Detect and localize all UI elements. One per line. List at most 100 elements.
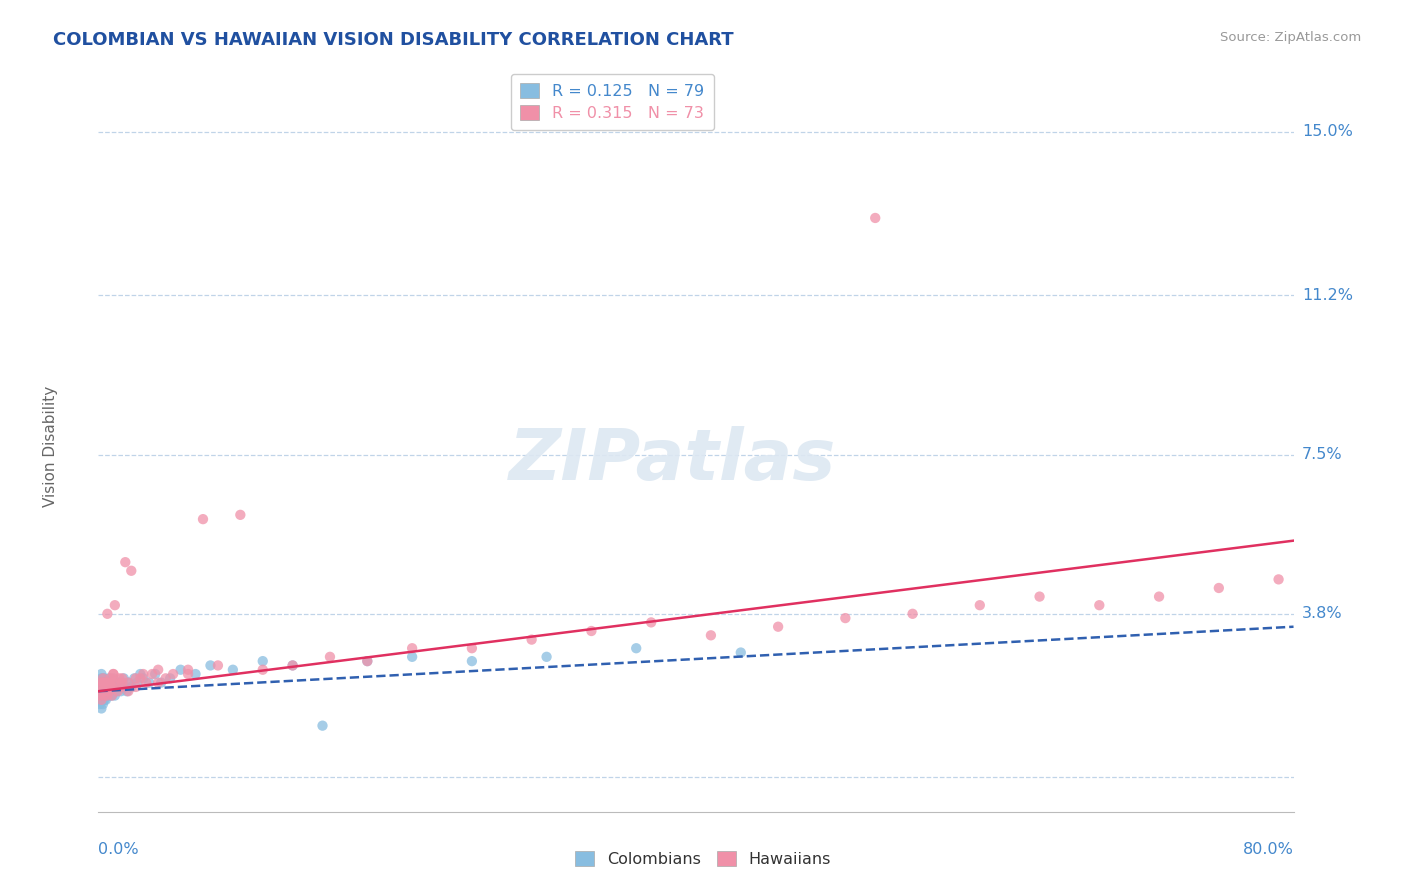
Point xyxy=(461,641,484,656)
Point xyxy=(520,632,543,647)
Point xyxy=(91,684,114,698)
Point xyxy=(129,671,152,685)
Point xyxy=(91,671,114,685)
Point xyxy=(97,675,120,690)
Point xyxy=(110,680,132,694)
Point xyxy=(969,598,991,612)
Point xyxy=(89,680,111,694)
Point xyxy=(98,689,122,703)
Point xyxy=(148,675,170,690)
Point xyxy=(96,680,118,694)
Point xyxy=(169,663,191,677)
Point xyxy=(90,684,112,698)
Point xyxy=(184,667,207,681)
Point xyxy=(98,675,122,690)
Point xyxy=(91,693,114,707)
Point xyxy=(112,671,135,685)
Point xyxy=(90,675,112,690)
Point xyxy=(91,671,114,685)
Point xyxy=(97,671,120,685)
Point xyxy=(141,667,163,681)
Point xyxy=(94,675,117,690)
Point xyxy=(93,675,115,690)
Point xyxy=(90,671,112,685)
Point xyxy=(90,680,112,694)
Point xyxy=(90,667,112,681)
Point xyxy=(91,680,114,694)
Point xyxy=(90,684,112,698)
Point xyxy=(90,675,112,690)
Point xyxy=(536,649,558,664)
Point xyxy=(93,675,115,690)
Text: 7.5%: 7.5% xyxy=(1302,447,1343,462)
Point xyxy=(108,671,131,685)
Point xyxy=(461,654,484,668)
Point xyxy=(640,615,662,630)
Point xyxy=(97,684,120,698)
Point xyxy=(94,684,117,698)
Point xyxy=(96,680,118,694)
Point xyxy=(138,675,160,690)
Point xyxy=(89,689,111,703)
Point xyxy=(93,684,115,698)
Point xyxy=(98,680,122,694)
Point xyxy=(311,719,333,733)
Point xyxy=(98,671,122,685)
Text: 11.2%: 11.2% xyxy=(1302,288,1353,303)
Point xyxy=(91,684,114,698)
Point xyxy=(91,689,114,703)
Point xyxy=(143,667,166,681)
Point xyxy=(1267,573,1289,587)
Point xyxy=(110,684,132,698)
Point xyxy=(159,671,181,685)
Point xyxy=(177,667,200,681)
Point xyxy=(97,675,120,690)
Point xyxy=(834,611,856,625)
Point xyxy=(93,684,115,698)
Point xyxy=(93,689,115,703)
Point xyxy=(150,675,173,690)
Point xyxy=(107,680,129,694)
Point xyxy=(103,667,125,681)
Point xyxy=(103,667,125,681)
Point xyxy=(162,667,184,681)
Point xyxy=(103,675,125,690)
Point xyxy=(401,641,423,656)
Point xyxy=(101,680,124,694)
Point xyxy=(207,658,229,673)
Point xyxy=(103,684,125,698)
Point xyxy=(117,684,139,698)
Point xyxy=(191,512,214,526)
Point xyxy=(120,680,142,694)
Point xyxy=(107,684,129,698)
Point xyxy=(356,654,378,668)
Point xyxy=(91,697,114,711)
Point xyxy=(117,675,139,690)
Point xyxy=(108,675,131,690)
Point xyxy=(114,555,136,569)
Point xyxy=(730,646,752,660)
Legend: R = 0.125   N = 79, R = 0.315   N = 73: R = 0.125 N = 79, R = 0.315 N = 73 xyxy=(510,74,714,130)
Text: ZIPatlas: ZIPatlas xyxy=(509,426,835,495)
Point xyxy=(155,671,177,685)
Point xyxy=(94,680,117,694)
Point xyxy=(401,649,423,664)
Point xyxy=(89,675,111,690)
Point xyxy=(1028,590,1050,604)
Point xyxy=(127,675,149,690)
Point xyxy=(1298,564,1320,578)
Point xyxy=(111,680,134,694)
Point xyxy=(96,689,118,703)
Point xyxy=(104,598,127,612)
Text: Vision Disability: Vision Disability xyxy=(44,385,58,507)
Point xyxy=(104,680,127,694)
Point xyxy=(200,658,222,673)
Point xyxy=(700,628,723,642)
Legend: Colombians, Hawaiians: Colombians, Hawaiians xyxy=(568,845,838,873)
Point xyxy=(124,671,146,685)
Point xyxy=(93,680,115,694)
Point xyxy=(356,654,378,668)
Point xyxy=(96,675,118,690)
Point xyxy=(135,675,157,690)
Text: 80.0%: 80.0% xyxy=(1243,842,1294,857)
